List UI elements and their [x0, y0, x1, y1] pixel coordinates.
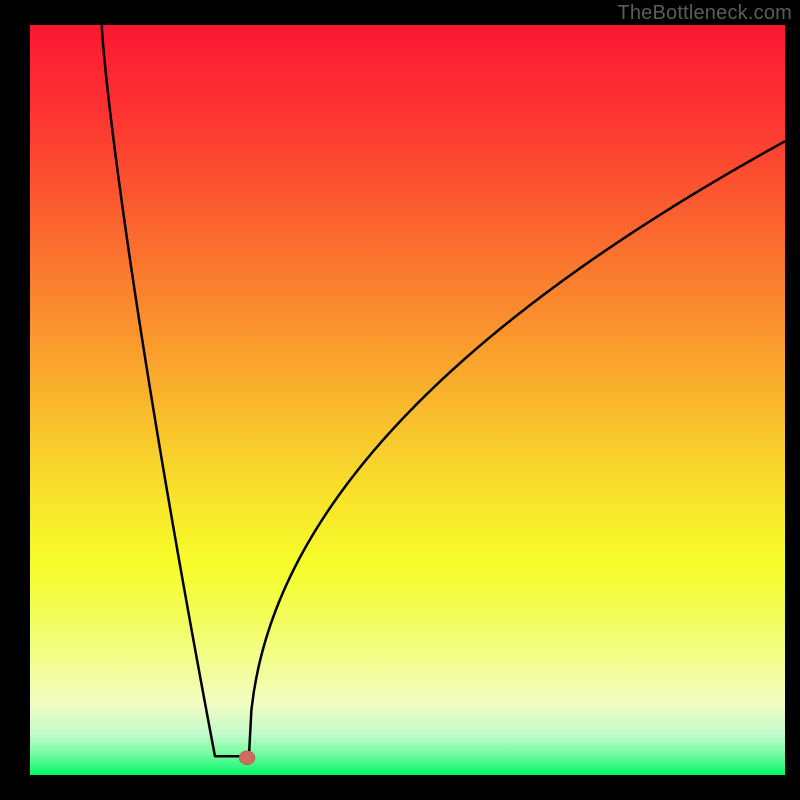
chart-container: TheBottleneck.com [0, 0, 800, 800]
watermark-text: TheBottleneck.com [617, 2, 792, 25]
plot-area [30, 25, 785, 775]
optimal-point-marker [239, 751, 255, 765]
bottleneck-curve [30, 25, 785, 775]
